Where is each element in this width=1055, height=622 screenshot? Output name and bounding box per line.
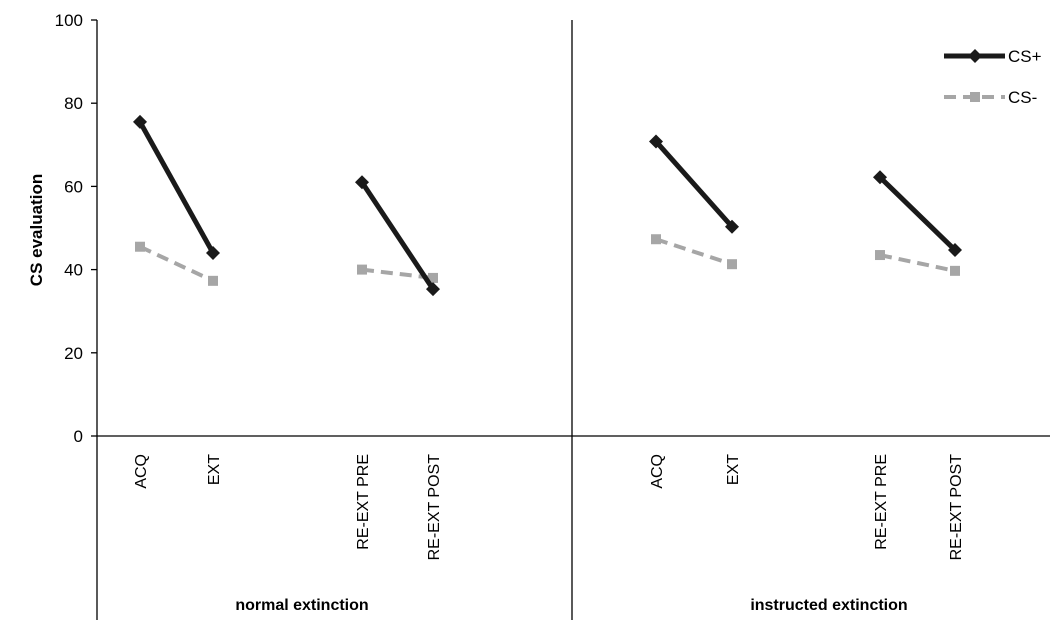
cs-minus-point (875, 250, 885, 261)
cs-plus-point (725, 219, 739, 234)
y-tick-label: 60 (64, 177, 83, 196)
cs-plus-point (206, 245, 220, 260)
cs-plus-point (948, 243, 962, 258)
y-tick-label: 80 (64, 94, 83, 113)
cs-plus-line (878, 175, 957, 252)
y-ticks: 0 20 40 60 80 100 (55, 11, 97, 446)
cs-plus-line (137, 120, 216, 255)
category-label: RE-EXT PRE (873, 454, 890, 550)
y-tick-label: 40 (64, 261, 83, 280)
cs-plus-line (654, 139, 734, 229)
cs-plus-line (359, 180, 436, 291)
cs-minus-line (655, 237, 733, 267)
category-label: EXT (725, 454, 742, 485)
cs-minus-line (361, 267, 434, 280)
y-axis-label: CS evaluation (27, 174, 46, 286)
cs-plus-point (426, 282, 440, 297)
category-label: RE-EXT PRE (355, 454, 372, 550)
y-tick-label: 20 (64, 344, 83, 363)
cs-minus-point (651, 234, 661, 245)
category-label: ACQ (133, 454, 150, 489)
cs-plus-point (133, 114, 147, 129)
cs-minus-point (208, 275, 218, 286)
cs-minus-point (135, 241, 145, 252)
cs-plus-point (873, 170, 887, 185)
category-label: ACQ (649, 454, 666, 489)
group-label: normal extinction (235, 597, 368, 614)
cs-minus-line (879, 253, 956, 273)
category-label: EXT (206, 454, 223, 485)
cs-plus-point (649, 134, 663, 149)
axes (96, 20, 1050, 620)
y-tick-label: 0 (74, 427, 83, 446)
category-label: RE-EXT POST (948, 454, 965, 561)
group-label: instructed extinction (750, 597, 907, 614)
legend-label: CS+ (1008, 47, 1042, 66)
cs-minus-point (950, 265, 960, 276)
legend-marker (968, 49, 982, 63)
cs-minus-point (357, 264, 367, 275)
category-label: RE-EXT POST (426, 454, 443, 561)
legend-label: CS- (1008, 88, 1037, 107)
legend-marker (970, 92, 980, 102)
legend: CS+ CS- (944, 47, 1042, 107)
cs-minus-line (139, 244, 214, 283)
cs-minus-point (428, 272, 438, 283)
cs-minus-point (727, 259, 737, 270)
y-tick-label: 100 (55, 11, 83, 30)
category-labels: ACQ EXT RE-EXT PRE RE-EXT POST normal extinc… (133, 454, 965, 614)
plot-area (133, 114, 962, 297)
cs-plus-point (355, 175, 369, 190)
